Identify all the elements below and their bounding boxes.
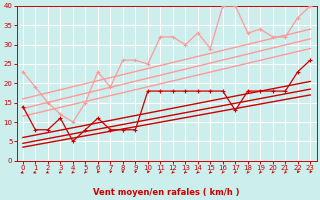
X-axis label: Vent moyen/en rafales ( km/h ): Vent moyen/en rafales ( km/h ) — [93, 188, 240, 197]
